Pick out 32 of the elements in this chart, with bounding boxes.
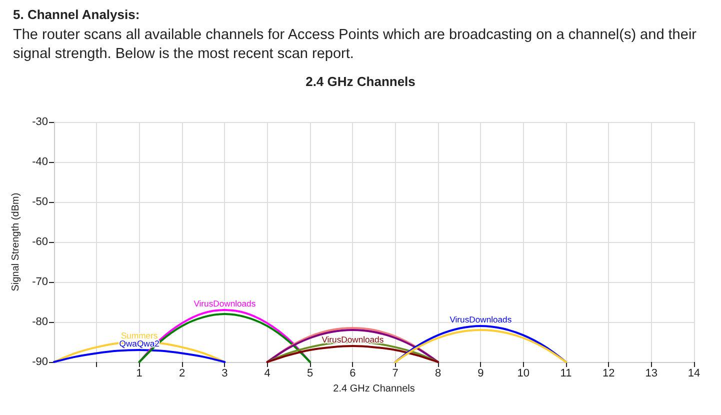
x-tick-label: 2 xyxy=(178,368,186,380)
x-tick-label: 6 xyxy=(350,368,356,380)
series-label: VirusDownloads xyxy=(450,314,512,324)
x-tick-label: 8 xyxy=(434,368,442,380)
series-label: VirusDownloads xyxy=(194,298,256,308)
x-axis-title: 2.4 GHz Channels xyxy=(333,384,415,394)
y-tick-label: -30 xyxy=(32,116,48,128)
x-tick-label: 13 xyxy=(645,368,658,380)
x-tick-label: 4 xyxy=(264,368,270,380)
text: 5. Channel Analysis: xyxy=(13,6,141,23)
y-tick-label: -40 xyxy=(32,156,48,168)
series-label: VirusDownloads xyxy=(322,334,384,344)
y-tick-label: -50 xyxy=(32,196,48,208)
x-tick-label: 10 xyxy=(517,368,530,380)
x-tick-label: 14 xyxy=(688,368,700,380)
y-tick-label: -90 xyxy=(32,356,48,368)
x-tick-label: 11 xyxy=(560,368,572,380)
line-series xyxy=(266,345,439,363)
y-tick-label: -70 xyxy=(32,276,48,288)
x-tick-label: 12 xyxy=(602,368,615,380)
series-label: Summers xyxy=(120,330,158,340)
text: The router scans all available channels for Access Points which are broadcasting on a channel(s) and their signal strength. Below is the most recent scan report. xyxy=(13,26,698,64)
x-tick-label: 5 xyxy=(306,368,314,380)
chart-title: 2.4 GHz Channels xyxy=(306,74,416,89)
y-tick-label: -80 xyxy=(32,316,48,328)
x-tick-label: 1 xyxy=(136,368,142,380)
x-tick-label: 9 xyxy=(478,368,484,380)
y-axis-title: Signal Strength (dBm) xyxy=(10,192,22,292)
x-tick-label: 7 xyxy=(392,368,398,380)
y-tick-label: -60 xyxy=(32,236,48,248)
line-series xyxy=(53,349,226,363)
x-tick-label: 3 xyxy=(222,368,228,380)
